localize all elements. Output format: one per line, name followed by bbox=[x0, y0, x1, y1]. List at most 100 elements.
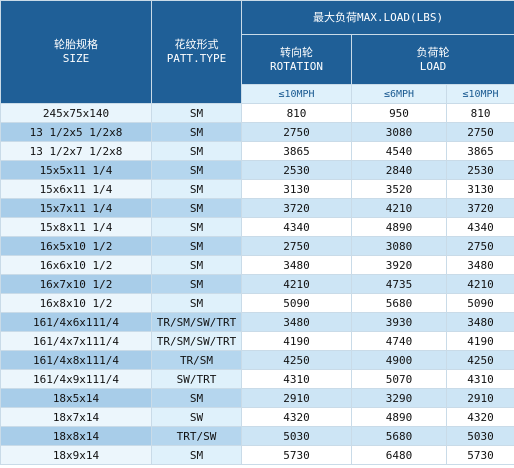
rotation-header: 转向轮 ROTATION bbox=[241, 34, 352, 85]
size-cell: 161/4x9x111/4 bbox=[0, 369, 152, 389]
table-row: 18x5x14 SM 2910 3290 2910 bbox=[0, 388, 514, 408]
load-speed-6-header: ≤6MPH bbox=[351, 84, 447, 104]
pattern-cell: TR/SM/SW/TRT bbox=[151, 312, 242, 332]
pattern-header-cn: 花纹形式 bbox=[174, 38, 219, 51]
load-10mph-cell: 4190 bbox=[445, 331, 514, 351]
pattern-cell: SM bbox=[151, 141, 242, 161]
size-cell: 161/4x6x111/4 bbox=[0, 312, 152, 332]
load-6mph-cell: 950 bbox=[351, 103, 447, 123]
load-6mph-cell: 3080 bbox=[351, 236, 447, 256]
load-10mph-cell: 4320 bbox=[445, 407, 514, 427]
pattern-cell: SM bbox=[151, 388, 242, 408]
size-cell: 13 1/2x7 1/2x8 bbox=[0, 141, 152, 161]
load-10mph-cell: 4340 bbox=[445, 217, 514, 237]
size-cell: 18x9x14 bbox=[0, 445, 152, 465]
load-10mph-cell: 2750 bbox=[445, 122, 514, 142]
pattern-cell: SW bbox=[151, 407, 242, 427]
load-6mph-cell: 5680 bbox=[351, 426, 447, 446]
load-header-cn: 负荷轮 bbox=[416, 45, 450, 59]
load-10mph-cell: 3480 bbox=[445, 255, 514, 275]
load-6mph-cell: 6480 bbox=[351, 445, 447, 465]
load-6mph-cell: 3920 bbox=[351, 255, 447, 275]
pattern-cell: TR/SM bbox=[151, 350, 242, 370]
table-row: 18x8x14 TRT/SW 5030 5680 5030 bbox=[0, 426, 514, 446]
pattern-cell: SM bbox=[151, 179, 242, 199]
size-cell: 15x5x11 1/4 bbox=[0, 160, 152, 180]
table-row: 245x75x140 SM 810 950 810 bbox=[0, 103, 514, 123]
table-row: 13 1/2x5 1/2x8 SM 2750 3080 2750 bbox=[0, 122, 514, 142]
rotation-load-cell: 4210 bbox=[241, 274, 352, 294]
size-cell: 15x7x11 1/4 bbox=[0, 198, 152, 218]
size-header-en: SIZE bbox=[62, 52, 90, 65]
rotation-load-cell: 810 bbox=[241, 103, 352, 123]
rotation-load-cell: 2530 bbox=[241, 160, 352, 180]
load-6mph-cell: 3290 bbox=[351, 388, 447, 408]
rotation-load-cell: 5730 bbox=[241, 445, 352, 465]
pattern-cell: SM bbox=[151, 217, 242, 237]
rotation-load-cell: 5090 bbox=[241, 293, 352, 313]
rotation-load-cell: 5030 bbox=[241, 426, 352, 446]
table-row: 15x7x11 1/4 SM 3720 4210 3720 bbox=[0, 198, 514, 218]
pattern-cell: SM bbox=[151, 255, 242, 275]
load-10mph-cell: 5030 bbox=[445, 426, 514, 446]
rotation-header-cn: 转向轮 bbox=[280, 45, 313, 59]
pattern-cell: TR/SM/SW/TRT bbox=[151, 331, 242, 351]
pattern-header: 花纹形式 PATT.TYPE bbox=[151, 0, 242, 104]
load-6mph-cell: 4735 bbox=[351, 274, 447, 294]
load-6mph-cell: 4740 bbox=[351, 331, 447, 351]
load-10mph-cell: 4250 bbox=[445, 350, 514, 370]
size-cell: 15x6x11 1/4 bbox=[0, 179, 152, 199]
size-cell: 18x7x14 bbox=[0, 407, 152, 427]
table-row: 18x7x14 SW 4320 4890 4320 bbox=[0, 407, 514, 427]
table-row: 161/4x9x111/4 SW/TRT 4310 5070 4310 bbox=[0, 369, 514, 389]
rotation-load-cell: 3130 bbox=[241, 179, 352, 199]
table-body: 245x75x140 SM 810 950 810 13 1/2x5 1/2x8 SM 275… bbox=[0, 103, 514, 465]
table-row: 161/4x7x111/4 TR/SM/SW/TRT 4190 4740 4190 bbox=[0, 331, 514, 351]
rotation-load-cell: 3480 bbox=[241, 255, 352, 275]
rotation-load-cell: 3865 bbox=[241, 141, 352, 161]
load-10mph-cell: 5090 bbox=[445, 293, 514, 313]
load-6mph-cell: 4540 bbox=[351, 141, 447, 161]
load-10mph-cell: 3130 bbox=[445, 179, 514, 199]
table-row: 16x5x10 1/2 SM 2750 3080 2750 bbox=[0, 236, 514, 256]
table-row: 161/4x6x111/4 TR/SM/SW/TRT 3480 3930 3480 bbox=[0, 312, 514, 332]
size-header: 轮胎规格 SIZE bbox=[0, 0, 152, 104]
size-cell: 16x5x10 1/2 bbox=[0, 236, 152, 256]
load-6mph-cell: 4890 bbox=[351, 217, 447, 237]
load-6mph-cell: 5070 bbox=[351, 369, 447, 389]
rotation-load-cell: 2910 bbox=[241, 388, 352, 408]
load-6mph-cell: 4210 bbox=[351, 198, 447, 218]
pattern-cell: TRT/SW bbox=[151, 426, 242, 446]
table-row: 16x6x10 1/2 SM 3480 3920 3480 bbox=[0, 255, 514, 275]
rotation-load-cell: 4310 bbox=[241, 369, 352, 389]
size-cell: 15x8x11 1/4 bbox=[0, 217, 152, 237]
load-10mph-cell: 2910 bbox=[445, 388, 514, 408]
load-10mph-cell: 3720 bbox=[445, 198, 514, 218]
size-cell: 16x6x10 1/2 bbox=[0, 255, 152, 275]
pattern-cell: SM bbox=[151, 274, 242, 294]
load-10mph-cell: 3865 bbox=[445, 141, 514, 161]
size-cell: 18x8x14 bbox=[0, 426, 152, 446]
size-cell: 16x8x10 1/2 bbox=[0, 293, 152, 313]
size-cell: 16x7x10 1/2 bbox=[0, 274, 152, 294]
load-10mph-cell: 810 bbox=[445, 103, 514, 123]
load-10mph-cell: 2750 bbox=[445, 236, 514, 256]
table-row: 15x6x11 1/4 SM 3130 3520 3130 bbox=[0, 179, 514, 199]
load-6mph-cell: 4890 bbox=[351, 407, 447, 427]
table-row: 15x5x11 1/4 SM 2530 2840 2530 bbox=[0, 160, 514, 180]
pattern-cell: SM bbox=[151, 198, 242, 218]
rotation-speed-header: ≤10MPH bbox=[241, 84, 352, 104]
size-cell: 161/4x7x111/4 bbox=[0, 331, 152, 351]
pattern-cell: SM bbox=[151, 293, 242, 313]
rotation-load-cell: 2750 bbox=[241, 122, 352, 142]
size-header-cn: 轮胎规格 bbox=[54, 38, 98, 51]
load-10mph-cell: 5730 bbox=[445, 445, 514, 465]
load-header-en: LOAD bbox=[419, 59, 447, 73]
load-10mph-cell: 3480 bbox=[445, 312, 514, 332]
size-cell: 245x75x140 bbox=[0, 103, 152, 123]
pattern-cell: SM bbox=[151, 445, 242, 465]
pattern-cell: SM bbox=[151, 236, 242, 256]
table-row: 161/4x8x111/4 TR/SM 4250 4900 4250 bbox=[0, 350, 514, 370]
load-10mph-cell: 4310 bbox=[445, 369, 514, 389]
